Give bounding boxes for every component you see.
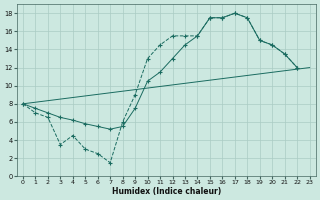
X-axis label: Humidex (Indice chaleur): Humidex (Indice chaleur) [112, 187, 221, 196]
